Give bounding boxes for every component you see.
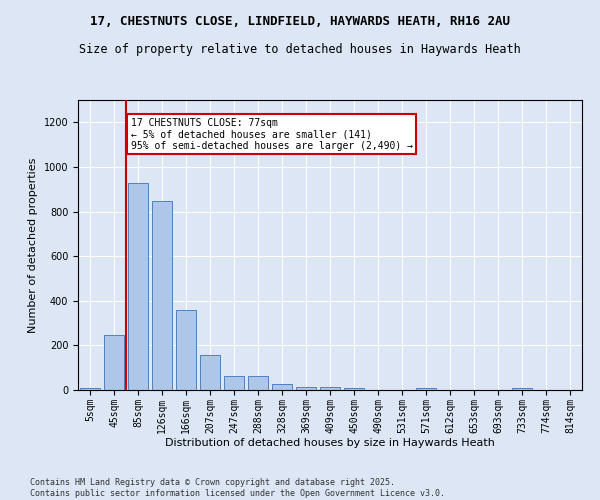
Bar	[248, 376, 268, 390]
Bar	[344, 388, 364, 390]
Bar	[80, 388, 100, 390]
Y-axis label: Number of detached properties: Number of detached properties	[28, 158, 38, 332]
Bar	[296, 386, 316, 390]
Bar	[512, 388, 532, 390]
Bar	[416, 388, 436, 390]
Text: 17 CHESTNUTS CLOSE: 77sqm
← 5% of detached houses are smaller (141)
95% of semi-: 17 CHESTNUTS CLOSE: 77sqm ← 5% of detach…	[131, 118, 413, 151]
Bar	[152, 201, 172, 390]
Text: Size of property relative to detached houses in Haywards Heath: Size of property relative to detached ho…	[79, 42, 521, 56]
Text: 17, CHESTNUTS CLOSE, LINDFIELD, HAYWARDS HEATH, RH16 2AU: 17, CHESTNUTS CLOSE, LINDFIELD, HAYWARDS…	[90, 15, 510, 28]
Bar	[200, 355, 220, 390]
Bar	[272, 384, 292, 390]
Bar	[128, 182, 148, 390]
Bar	[320, 388, 340, 390]
Bar	[104, 334, 124, 390]
Text: Contains HM Land Registry data © Crown copyright and database right 2025.
Contai: Contains HM Land Registry data © Crown c…	[30, 478, 445, 498]
X-axis label: Distribution of detached houses by size in Haywards Heath: Distribution of detached houses by size …	[165, 438, 495, 448]
Bar	[224, 376, 244, 390]
Bar	[176, 310, 196, 390]
